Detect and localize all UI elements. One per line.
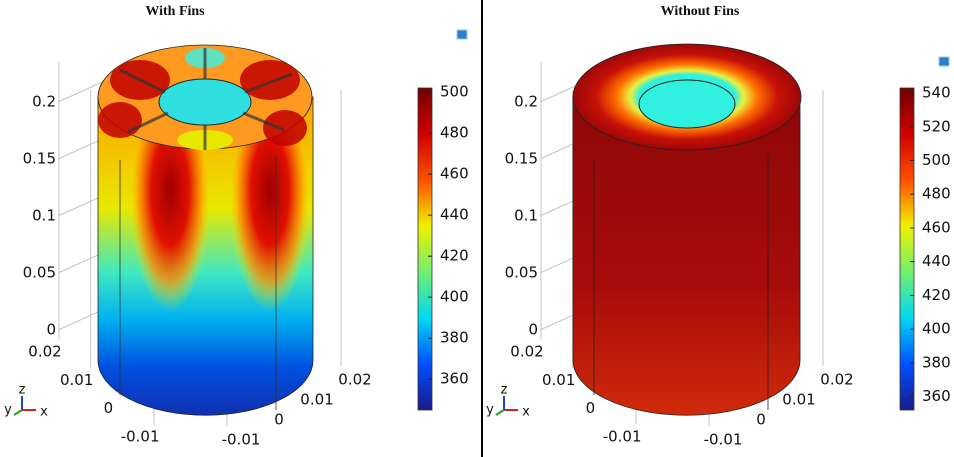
axis-label: y [486,403,494,418]
colorbar-label: 540 [922,84,951,102]
z-tick-label: 0 [46,321,56,339]
icon [938,56,950,67]
colorbar-label: 380 [922,353,951,371]
colorbar-label: 520 [922,117,951,135]
y-tick-label: 0.01 [60,371,93,389]
colorbar-label: 400 [440,288,469,306]
icon [456,29,468,40]
colorbar-label: 480 [440,124,469,142]
z-tick-label: 0.1 [32,207,56,225]
z-tick-label: 0.15 [23,150,56,168]
z-tick-label: 0.2 [514,93,538,111]
axis-label: x [522,405,530,420]
colorbar-label: 480 [922,185,951,203]
y-tick-label: 0 [104,399,114,417]
chart-title: With Fins [145,4,205,19]
x-tick-label: 0.01 [300,391,333,409]
triad-axis [13,409,23,416]
colorbar-label: 360 [922,387,951,405]
z-tick-label: 0.2 [32,93,56,111]
surface-without-fins [572,43,802,416]
colorbar-label: 440 [922,252,951,270]
colorbar-label: 380 [440,329,469,347]
x-tick-label: 0.01 [782,391,815,409]
colorbar-label: 500 [922,151,951,169]
colorbar-label: 500 [440,83,469,101]
axis-label: x [40,405,48,420]
colorbar-label: 420 [922,286,951,304]
x-tick-label: -0.01 [222,431,261,449]
x-tick-label: 0.02 [820,371,853,389]
axis-label: y [4,403,12,418]
z-tick-label: 0.05 [23,264,56,282]
axis-label: z [19,383,26,398]
colorbar-label: 460 [922,218,951,236]
x-tick-label: 0 [756,411,766,429]
colorbar-label: 440 [440,206,469,224]
y-tick-label: -0.01 [603,427,642,445]
z-tick-label: 0.15 [505,150,538,168]
surface-with-fins [97,44,314,416]
y-tick-label: 0 [586,399,596,417]
colorbar-label: 420 [440,247,469,265]
x-tick-label: 0.02 [338,371,371,389]
colorbar-label: 460 [440,165,469,183]
chart-title: Without Fins [661,4,740,19]
z-tick-label: 0 [528,321,538,339]
colorbar-label: 400 [922,320,951,338]
colorbar [417,87,433,411]
y-tick-label: 0.02 [28,343,61,361]
x-tick-label: 0 [274,411,284,429]
axis-label: z [501,383,508,398]
x-tick-label: -0.01 [704,431,743,449]
z-tick-label: 0.05 [505,264,538,282]
triad-axis [495,409,505,416]
y-tick-label: 0.02 [510,343,543,361]
y-tick-label: -0.01 [121,427,160,445]
colorbar [899,87,915,411]
colorbar-label: 360 [440,370,469,388]
z-tick-label: 0.1 [514,207,538,225]
y-tick-label: 0.01 [542,371,575,389]
